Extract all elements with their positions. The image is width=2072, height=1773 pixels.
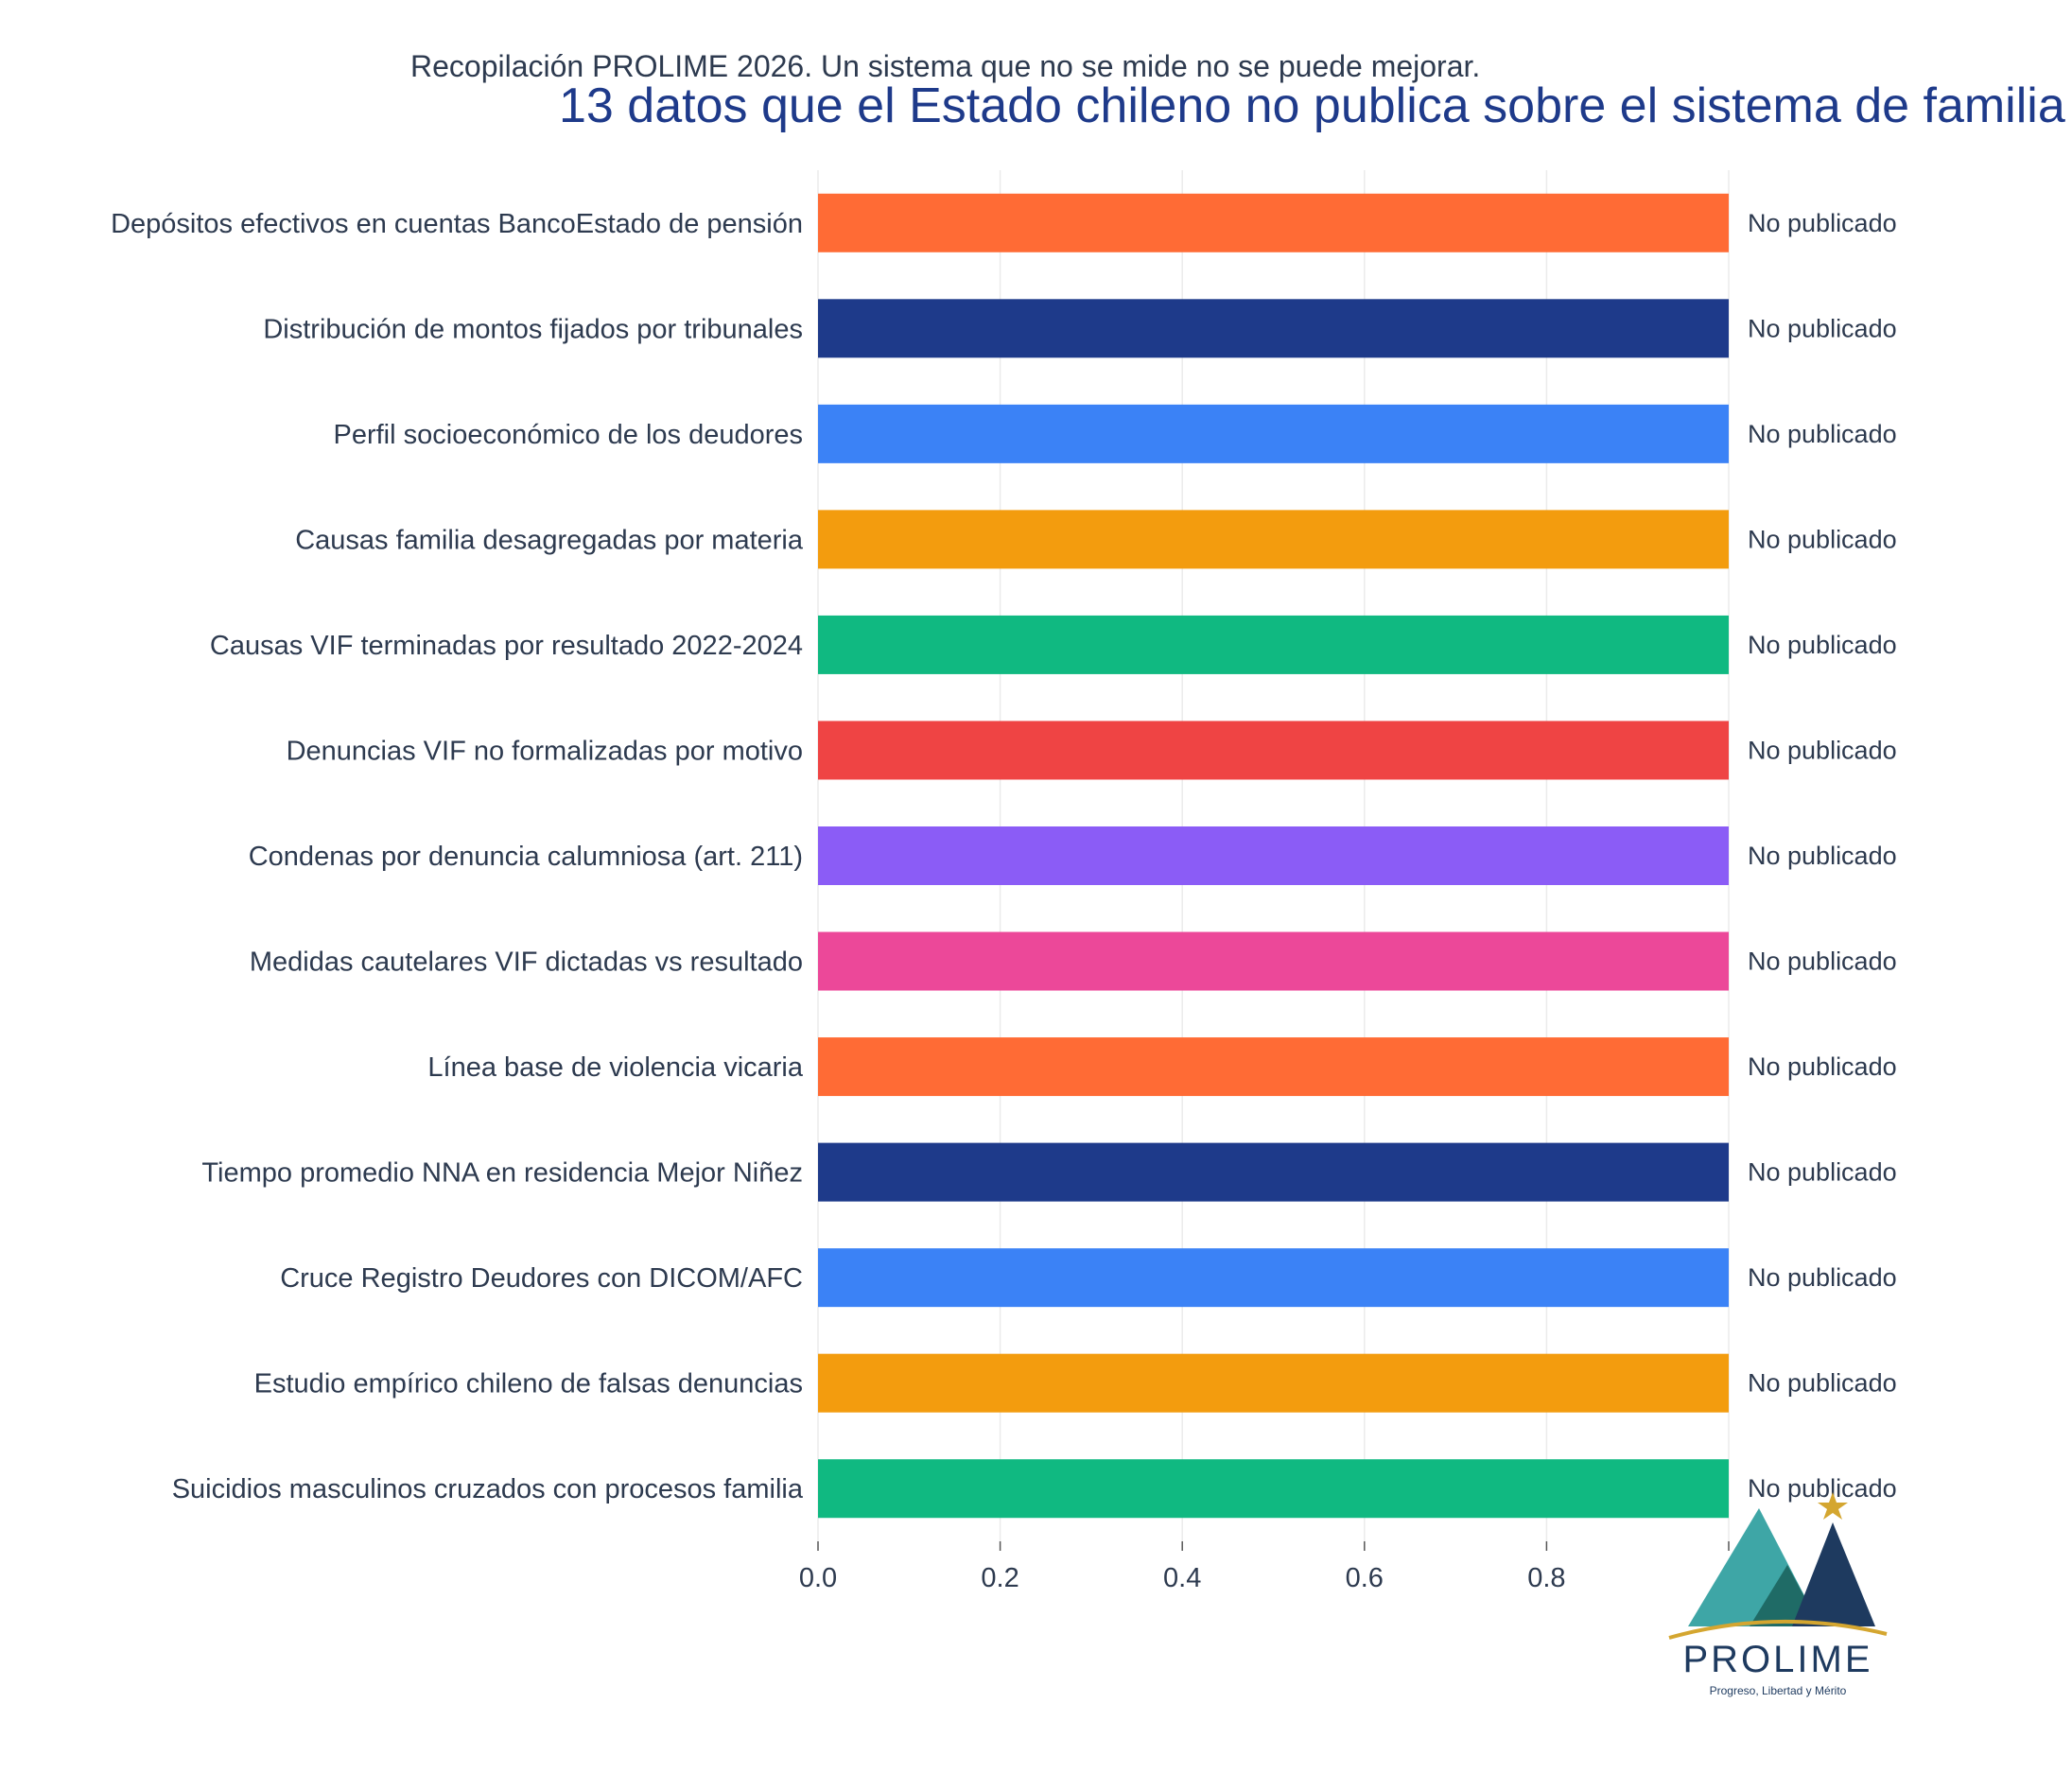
category-label: Suicidios masculinos cruzados con proces… [172, 1474, 804, 1504]
category-label: Causas VIF terminadas por resultado 2022… [210, 631, 803, 661]
x-tick-label: 0.4 [1163, 1563, 1201, 1593]
bar [818, 510, 1729, 569]
logo-tagline: Progreso, Libertad y Mérito [1710, 1684, 1847, 1697]
bar [818, 1459, 1729, 1519]
category-label: Medidas cautelares VIF dictadas vs resul… [250, 947, 803, 978]
category-label: Perfil socioeconómico de los deudores [334, 420, 804, 450]
category-label: Tiempo promedio NNA en residencia Mejor … [201, 1158, 803, 1189]
category-label: Depósitos efectivos en cuentas BancoEsta… [111, 209, 803, 239]
category-label: Causas familia desagregadas por materia [295, 525, 804, 555]
bar-label: No publicado [1748, 631, 1897, 659]
bar-label: No publicado [1748, 420, 1897, 448]
bar-label: No publicado [1748, 1263, 1897, 1292]
category-label: Denuncias VIF no formalizadas por motivo [287, 736, 803, 766]
bar [818, 931, 1729, 991]
bar-label: No publicado [1748, 1158, 1897, 1187]
bar [818, 1248, 1729, 1308]
bar-label: No publicado [1748, 842, 1897, 870]
bar-label: No publicado [1748, 1052, 1897, 1081]
bar [818, 404, 1729, 463]
category-label: Estudio empírico chileno de falsas denun… [254, 1369, 803, 1399]
bar [818, 721, 1729, 780]
bar [818, 826, 1729, 885]
bar-label: No publicado [1748, 314, 1897, 342]
bar-label: No publicado [1748, 525, 1897, 553]
logo-wordmark: PROLIME [1682, 1639, 1872, 1680]
bar-label: No publicado [1748, 736, 1897, 764]
bar [818, 1037, 1729, 1097]
bar-label: No publicado [1748, 209, 1897, 237]
bar [818, 1353, 1729, 1413]
category-label: Distribución de montos fijados por tribu… [263, 314, 803, 344]
bar [818, 193, 1729, 252]
category-label: Condenas por denuncia calumniosa (art. 2… [249, 842, 803, 872]
prolime-logo: PROLIME Progreso, Libertad y Mérito [1668, 1492, 1888, 1697]
chart-title: 13 datos que el Estado chileno no public… [559, 78, 2065, 133]
bar-label: No publicado [1748, 947, 1897, 976]
x-tick-label: 0.8 [1527, 1563, 1565, 1593]
bar [818, 299, 1729, 358]
bar [818, 615, 1729, 674]
bar [818, 1142, 1729, 1202]
bar-label: No publicado [1748, 1474, 1897, 1503]
category-label: Cruce Registro Deudores con DICOM/AFC [280, 1263, 803, 1294]
x-tick-label: 0.0 [799, 1563, 837, 1593]
x-tick-label: 0.6 [1346, 1563, 1384, 1593]
category-label: Línea base de violencia vicaria [427, 1052, 803, 1083]
x-tick-label: 0.2 [981, 1563, 1019, 1593]
chart-subtitle: Recopilación PROLIME 2026. Un sistema qu… [410, 49, 1481, 83]
bar-label: No publicado [1748, 1369, 1897, 1398]
